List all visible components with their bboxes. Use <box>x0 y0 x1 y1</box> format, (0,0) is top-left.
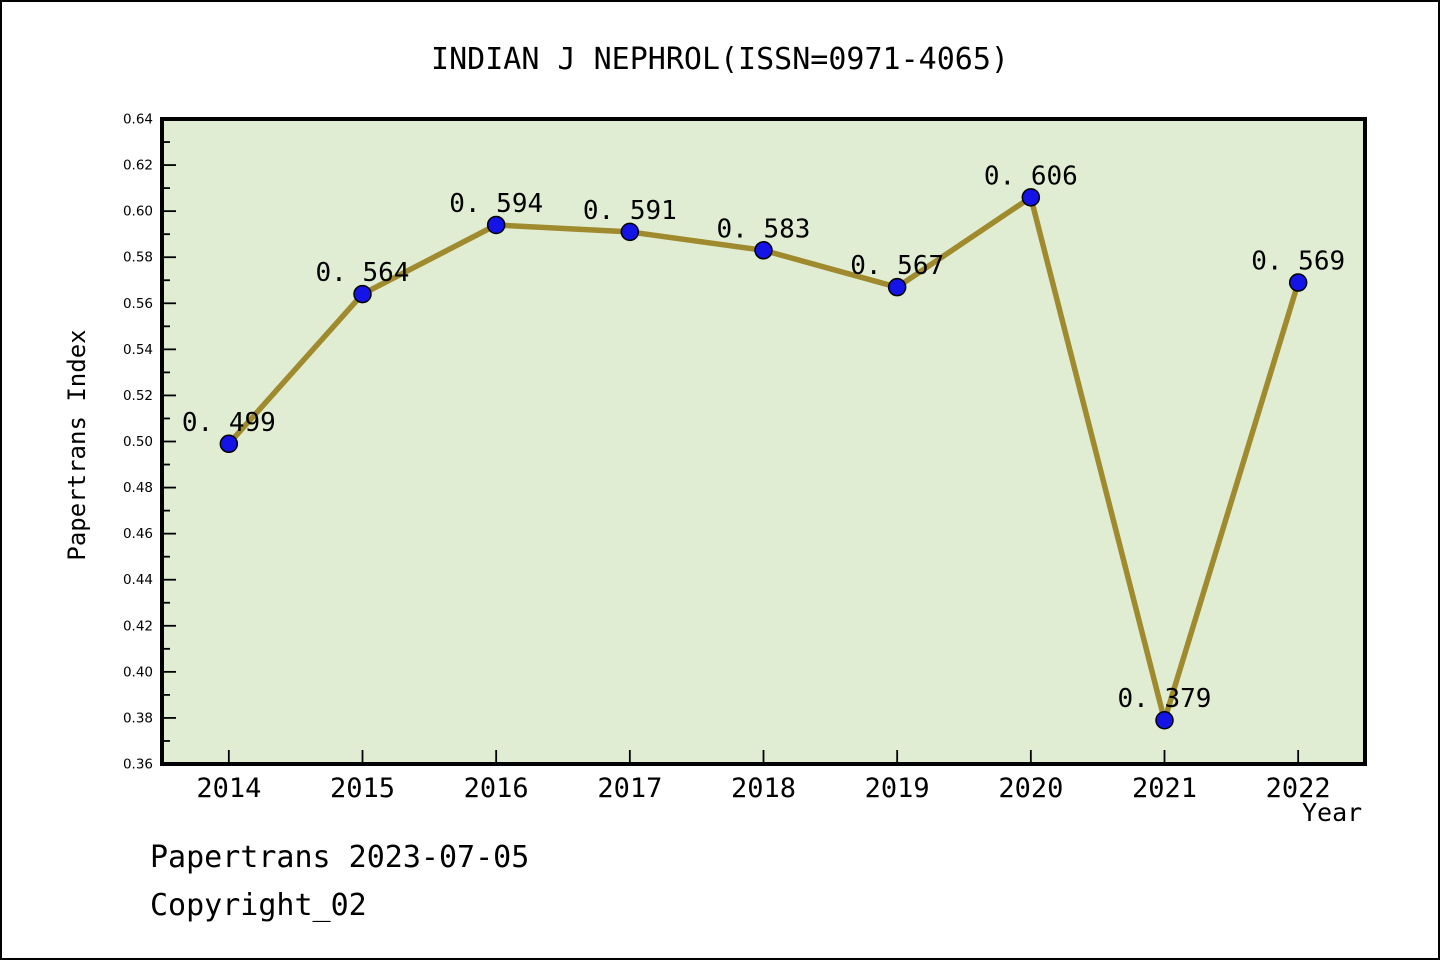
point-label: 0. 564 <box>316 258 410 288</box>
point-label: 0. 591 <box>583 196 677 226</box>
y-tick-label: 0.50 <box>123 434 153 450</box>
x-tick-label: 2022 <box>1266 773 1331 804</box>
footer-date: Papertrans 2023-07-05 <box>150 840 530 875</box>
y-tick-label: 0.42 <box>123 618 153 634</box>
data-point-2021 <box>1155 710 1174 730</box>
y-tick-label: 0.48 <box>123 480 153 496</box>
plot-background <box>162 119 1365 764</box>
point-label: 0. 569 <box>1251 247 1345 277</box>
x-tick-label: 2015 <box>330 773 395 804</box>
point-label: 0. 567 <box>850 251 944 281</box>
x-tick-label: 2016 <box>464 773 529 804</box>
data-point-2016 <box>486 215 506 235</box>
data-point-2014 <box>219 434 239 454</box>
footer-copyright: Copyright_02 <box>150 888 367 923</box>
data-point-2019 <box>887 277 907 297</box>
point-label: 0. 583 <box>717 214 811 244</box>
x-tick-label: 2021 <box>1132 773 1197 804</box>
y-tick-label: 0.58 <box>123 250 153 266</box>
x-tick-label: 2019 <box>865 773 930 804</box>
y-tick-label: 0.56 <box>123 296 153 312</box>
data-point-2017 <box>620 222 640 242</box>
y-tick-label: 0.36 <box>123 757 153 773</box>
point-label: 0. 594 <box>449 189 543 219</box>
x-axis-label: Year <box>1302 798 1363 827</box>
y-tick-label: 0.60 <box>123 204 153 220</box>
y-tick-label: 0.52 <box>123 388 153 404</box>
x-tick-label: 2014 <box>196 773 261 804</box>
y-tick-label: 0.40 <box>123 664 153 680</box>
x-tick-label: 2020 <box>998 773 1063 804</box>
chart-title: INDIAN J NEPHROL(ISSN=0971-4065) <box>431 42 1009 77</box>
data-point-2018 <box>754 241 773 260</box>
data-point-2022 <box>1288 273 1308 292</box>
y-tick-label: 0.46 <box>123 526 153 542</box>
y-tick-label: 0.38 <box>123 710 153 726</box>
y-tick-label: 0.64 <box>123 112 153 128</box>
point-label: 0. 606 <box>984 161 1078 191</box>
y-tick-label: 0.44 <box>123 572 153 588</box>
point-label: 0. 499 <box>182 408 276 438</box>
plot-border <box>160 117 1367 766</box>
point-label: 0. 379 <box>1118 684 1212 714</box>
y-tick-label: 0.62 <box>123 158 153 174</box>
y-tick-label: 0.54 <box>123 342 153 358</box>
x-tick-label: 2018 <box>731 773 796 804</box>
x-tick-label: 2017 <box>597 773 662 804</box>
data-point-2020 <box>1021 188 1041 207</box>
data-point-2015 <box>353 284 372 304</box>
